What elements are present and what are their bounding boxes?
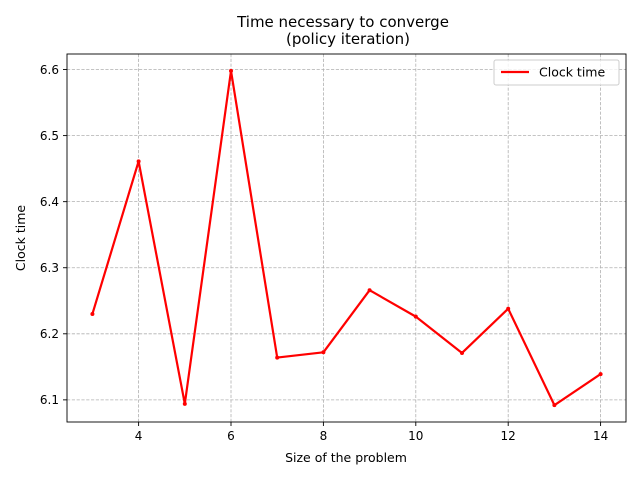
y-tick-label: 6.1 — [40, 393, 59, 407]
chart-subtitle: (policy iteration) — [286, 30, 410, 48]
x-axis-label: Size of the problem — [285, 450, 407, 465]
x-tick-label: 10 — [408, 429, 423, 443]
legend-box — [493, 59, 620, 86]
y-tick-label: 6.4 — [40, 195, 59, 209]
grid — [67, 54, 626, 422]
series-line-clock-time — [91, 69, 602, 407]
data-point — [598, 372, 603, 377]
x-tick-label: 4 — [135, 429, 143, 443]
data-point — [229, 68, 234, 73]
data-point — [506, 306, 511, 311]
x-tick-label: 12 — [501, 429, 516, 443]
y-tick-label: 6.2 — [40, 327, 59, 341]
data-point — [275, 355, 280, 360]
plot-frame — [66, 53, 627, 423]
x-tick-label: 8 — [320, 429, 328, 443]
data-point — [90, 311, 95, 316]
chart-title: Time necessary to converge — [236, 13, 449, 31]
series-layer — [90, 68, 603, 408]
data-point — [321, 350, 326, 355]
data-point — [136, 159, 141, 164]
axis-ticks: 4 6 8 10 12 14 6.1 6.2 6.3 6.4 6.5 6.6 — [40, 63, 608, 443]
y-tick-label: 6.6 — [40, 63, 59, 77]
y-tick-label: 6.3 — [40, 261, 59, 275]
x-tick-label: 6 — [227, 429, 235, 443]
legend-label: Clock time — [539, 65, 605, 80]
data-point — [552, 403, 557, 408]
data-point — [413, 314, 418, 319]
x-tick-label: 14 — [593, 429, 608, 443]
y-tick-label: 6.5 — [40, 129, 59, 143]
data-point — [182, 401, 187, 406]
legend: Clock time — [493, 59, 620, 86]
data-point — [459, 350, 464, 355]
data-point — [367, 288, 372, 293]
y-axis-label: Clock time — [13, 205, 28, 271]
